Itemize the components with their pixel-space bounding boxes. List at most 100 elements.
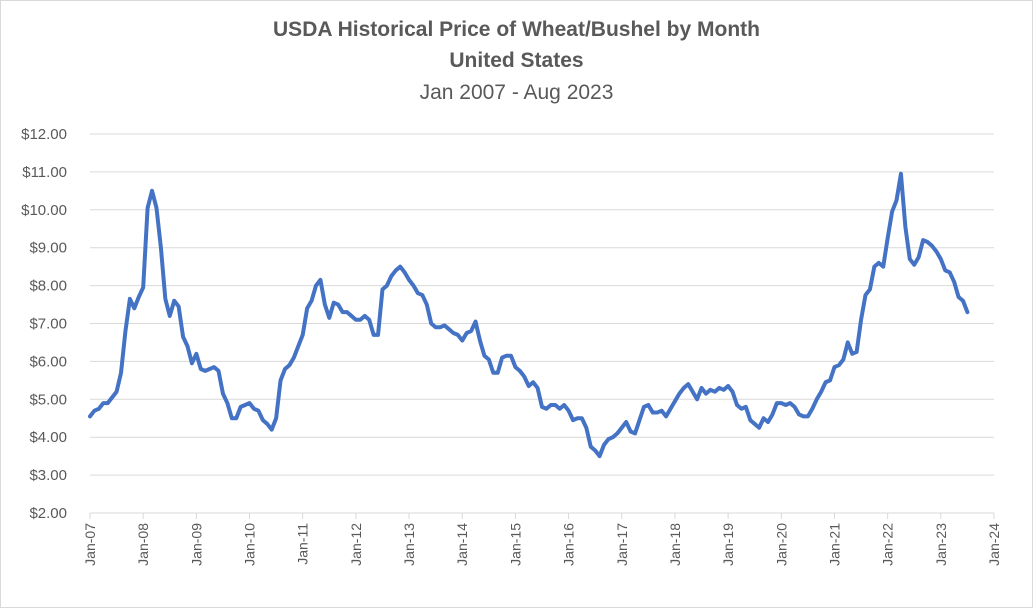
data-point [469,329,473,333]
data-point [283,367,287,371]
data-point [686,382,690,386]
data-point [593,448,597,452]
data-point [163,297,167,301]
data-point [855,350,859,354]
x-tick-label: Jan-07 [82,523,98,566]
data-point [881,265,885,269]
y-tick-label: $8.00 [29,278,67,295]
data-point [199,367,203,371]
data-point [797,412,801,416]
data-point [642,405,646,409]
data-point [106,401,110,405]
data-point [646,403,650,407]
data-point [748,418,752,422]
data-point [252,407,256,411]
data-point [713,390,717,394]
y-axis-tick-labels: $2.00 $3.00 $4.00 $5.00 $6.00 $7.00 $8.00 $9.00… [21,126,67,522]
data-point [154,206,158,210]
data-point [500,356,504,360]
data-point [438,325,442,329]
data-point [403,270,407,274]
data-point [522,375,526,379]
data-point [952,280,956,284]
data-point [332,301,336,305]
data-point [841,358,845,362]
data-point [425,303,429,307]
data-point [877,261,881,265]
data-point [491,371,495,375]
x-tick-label: Jan-14 [454,523,470,566]
data-point [784,403,788,407]
data-point [416,291,420,295]
data-point [394,268,398,272]
data-point [598,454,602,458]
data-point [744,405,748,409]
y-tick-label: $10.00 [21,202,67,219]
data-point [957,295,961,299]
data-point [846,340,850,344]
x-tick-label: Jan-11 [295,523,311,565]
data-point [886,236,890,240]
data-point [890,210,894,214]
data-point [917,255,921,259]
data-point [801,414,805,418]
data-point [832,365,836,369]
data-point [270,428,274,432]
y-tick-label: $5.00 [29,391,67,408]
data-point [354,318,358,322]
data-point [553,403,557,407]
data-point [863,293,867,297]
data-point [407,278,411,282]
series-line [88,171,970,459]
data-point [115,390,119,394]
data-point [367,318,371,322]
x-axis [89,512,995,519]
data-point [677,392,681,396]
data-point [434,325,438,329]
data-point [460,339,464,343]
data-point [602,443,606,447]
data-point [828,378,832,382]
data-point [265,422,269,426]
data-point [788,401,792,405]
y-tick-label: $3.00 [29,467,67,484]
data-point [318,278,322,282]
x-tick-label: Jan-20 [773,523,789,566]
data-point [177,304,181,308]
x-tick-label: Jan-23 [933,523,949,566]
data-point [92,409,96,413]
data-point [341,310,345,314]
y-tick-label: $4.00 [29,429,67,446]
data-point [536,386,540,390]
data-point [926,240,930,244]
data-point [292,356,296,360]
data-point [97,407,101,411]
data-point [606,437,610,441]
data-point [212,365,216,369]
chart-subtitle: United States [449,49,584,72]
data-point [633,431,637,435]
x-tick-label: Jan-09 [188,523,204,566]
data-point [531,380,535,384]
data-point [509,354,513,358]
data-point [660,409,664,413]
x-tick-label: Jan-16 [561,523,577,566]
data-point [132,306,136,310]
data-point [837,363,841,367]
data-point [194,352,198,356]
x-tick-label: Jan-13 [401,523,417,566]
data-point [376,333,380,337]
data-point [217,369,221,373]
data-point [735,403,739,407]
data-point [248,401,252,405]
data-point [261,418,265,422]
data-point [487,358,491,362]
data-point [101,401,105,405]
data-point [172,299,176,303]
data-point [793,405,797,409]
data-point [775,401,779,405]
x-axis-tick-labels: Jan-07 Jan-08 Jan-09 Jan-10 Jan-11 Jan-12 Jan-… [82,523,1002,566]
data-point [624,420,628,424]
x-tick-label: Jan-22 [880,523,896,566]
